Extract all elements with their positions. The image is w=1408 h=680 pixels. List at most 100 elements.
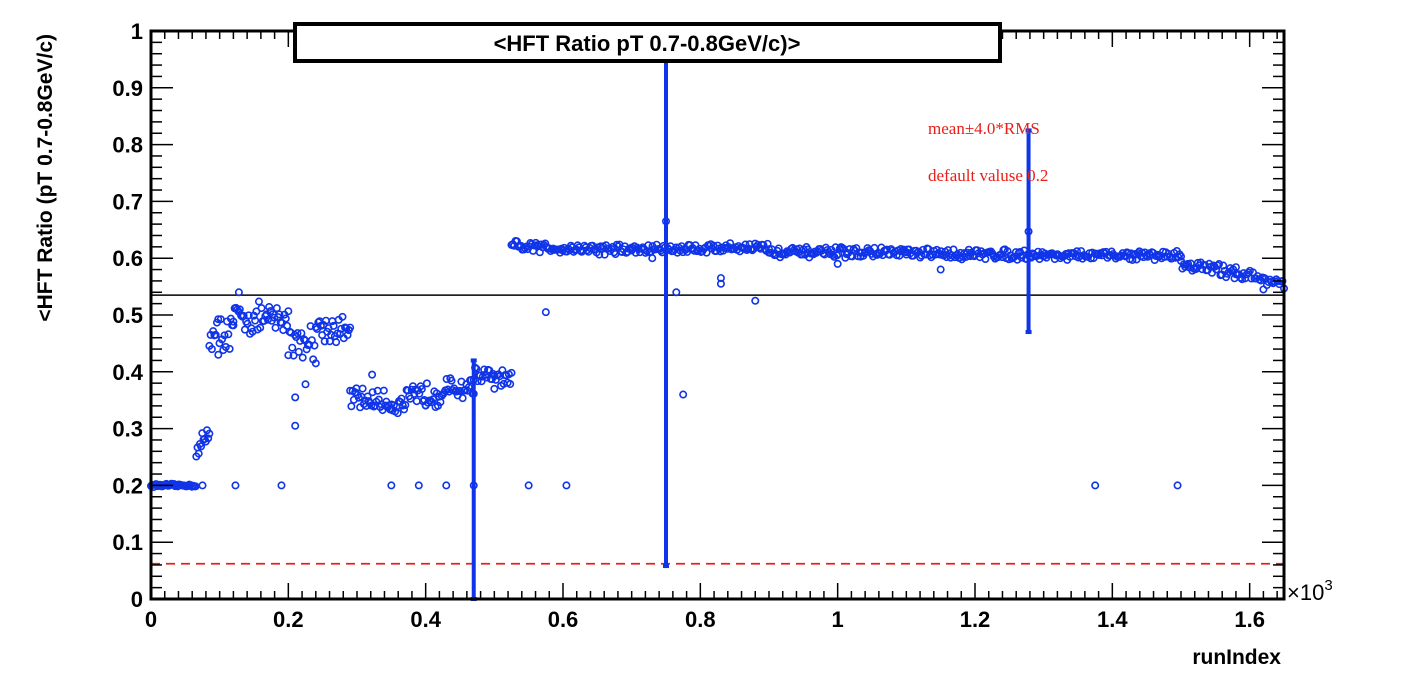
data-point (417, 385, 426, 394)
data-point (648, 254, 657, 263)
y-tick-label: 0.2 (112, 473, 143, 498)
y-tick-label: 0 (131, 587, 143, 612)
data-point (288, 343, 297, 352)
y-tick-label: 0.1 (112, 530, 143, 555)
data-point (672, 288, 681, 297)
data-point (260, 316, 269, 325)
data-point (256, 323, 265, 332)
data-point (661, 217, 670, 226)
data-point (387, 481, 396, 490)
x-axis-multiplier-exponent: 3 (1324, 577, 1332, 594)
data-point (1099, 248, 1108, 257)
data-point (275, 310, 284, 319)
data-point (244, 311, 253, 320)
data-point (368, 388, 377, 397)
y-tick-label: 0.7 (112, 189, 143, 214)
x-tick-label: 1.6 (1234, 607, 1265, 632)
data-point (329, 321, 338, 330)
data-point (1244, 268, 1253, 277)
y-tick-label: 0.8 (112, 133, 143, 158)
chart-title: <HFT Ratio pT 0.7-0.8GeV/c)> (494, 31, 801, 56)
data-point (197, 442, 206, 451)
x-axis-multiplier: ×103 (1287, 577, 1333, 605)
data-point (702, 248, 711, 257)
data-point (358, 384, 367, 393)
data-point (265, 302, 274, 311)
data-point (224, 330, 233, 339)
data-point (291, 421, 300, 430)
data-point (524, 481, 533, 490)
data-point (363, 392, 372, 401)
data-point (1024, 227, 1033, 236)
data-point (289, 351, 298, 360)
data-point (243, 319, 252, 328)
data-point (281, 314, 290, 323)
error-bars (470, 29, 1032, 601)
data-point (541, 308, 550, 317)
axis-tick-labels: 0 0.2 0.4 0.6 0.8 1 1.2 1.4 1.6 0 0.1 0.2 0.3 0.4 0.5 0… (112, 19, 1265, 632)
data-point (679, 390, 688, 399)
data-point (277, 481, 286, 490)
data-point (400, 405, 409, 414)
data-point (1177, 252, 1186, 261)
data-point (221, 342, 230, 351)
data-point (257, 304, 266, 313)
data-point (368, 370, 377, 379)
data-point (251, 316, 260, 325)
data-point (596, 242, 605, 251)
data-point (477, 377, 486, 386)
data-point (480, 365, 489, 374)
data-point (751, 296, 760, 305)
data-point (1215, 260, 1224, 269)
x-tick-label: 1 (832, 607, 844, 632)
data-point (469, 375, 478, 384)
y-tick-label: 0.4 (112, 360, 143, 385)
data-point (332, 338, 341, 347)
data-point (936, 265, 945, 274)
data-point (832, 251, 841, 260)
data-point (507, 368, 516, 377)
y-tick-label: 0.6 (112, 246, 143, 271)
data-point (998, 253, 1007, 262)
data-point (442, 375, 451, 384)
data-point (284, 307, 293, 316)
data-point (337, 324, 346, 333)
data-point (211, 330, 220, 339)
data-point (458, 394, 467, 403)
data-point (447, 376, 456, 385)
data-point (254, 297, 263, 306)
data-point (231, 481, 240, 490)
data-point (204, 434, 213, 443)
data-point (612, 240, 621, 249)
data-point (562, 481, 571, 490)
data-point (214, 350, 223, 359)
data-point (798, 250, 807, 259)
data-point (229, 321, 238, 330)
data-point (198, 481, 207, 490)
data-point (1173, 481, 1182, 490)
y-tick-label: 0.9 (112, 76, 143, 101)
x-tick-label: 0.2 (273, 607, 304, 632)
data-point (393, 409, 402, 418)
x-axis-multiplier-base: ×10 (1287, 580, 1324, 605)
data-point (298, 353, 307, 362)
data-point (490, 384, 499, 393)
data-point (347, 402, 356, 411)
x-tick-label: 0 (145, 607, 157, 632)
data-point (379, 386, 388, 395)
data-point (310, 341, 319, 350)
data-point (205, 429, 214, 438)
data-point (214, 315, 223, 324)
annotation-mean-rms: mean±4.0*RMS (928, 119, 1040, 138)
data-point (284, 351, 293, 360)
x-tick-label: 0.6 (548, 607, 579, 632)
data-point (220, 331, 229, 340)
data-point (716, 274, 725, 283)
data-point (469, 389, 478, 398)
data-point (422, 379, 431, 388)
data-point (293, 329, 302, 338)
data-point (833, 259, 842, 268)
data-point (406, 394, 415, 403)
